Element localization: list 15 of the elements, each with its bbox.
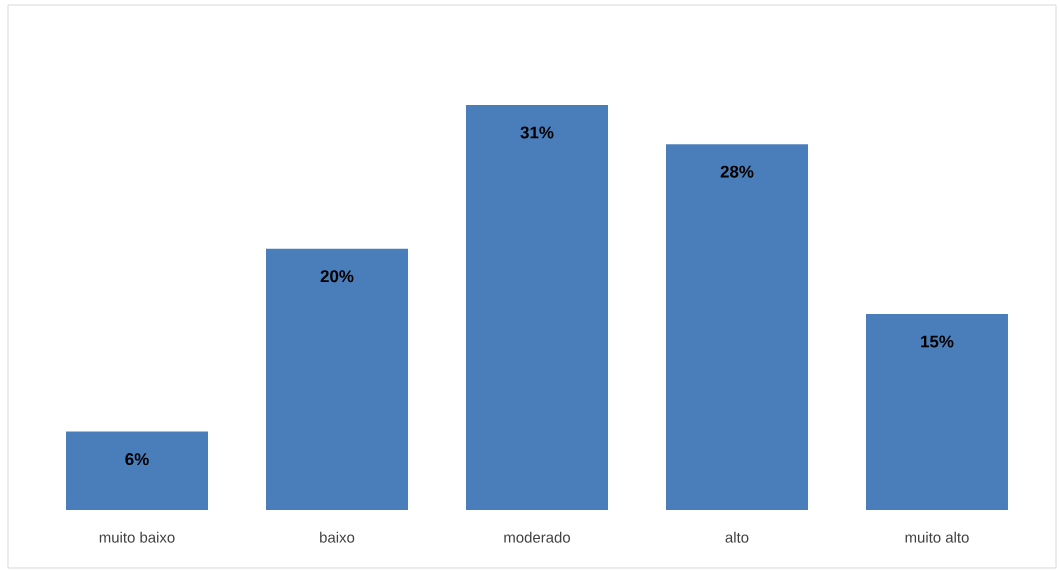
data-label: 20% xyxy=(320,270,354,283)
bar xyxy=(266,248,408,510)
x-tick-label: alto xyxy=(725,531,749,543)
x-tick-label: moderado xyxy=(504,531,571,543)
bar xyxy=(66,431,209,510)
x-tick-label: muito baixo xyxy=(99,531,175,543)
data-label: 28% xyxy=(720,165,754,178)
bar xyxy=(665,144,808,510)
bar xyxy=(865,314,1008,510)
x-tick-label: baixo xyxy=(320,531,355,543)
data-label: 6% xyxy=(125,453,149,466)
data-label: 31% xyxy=(520,126,554,139)
data-label: 15% xyxy=(921,335,954,348)
x-tick-label: muito alto xyxy=(905,531,969,543)
bar xyxy=(466,104,608,510)
